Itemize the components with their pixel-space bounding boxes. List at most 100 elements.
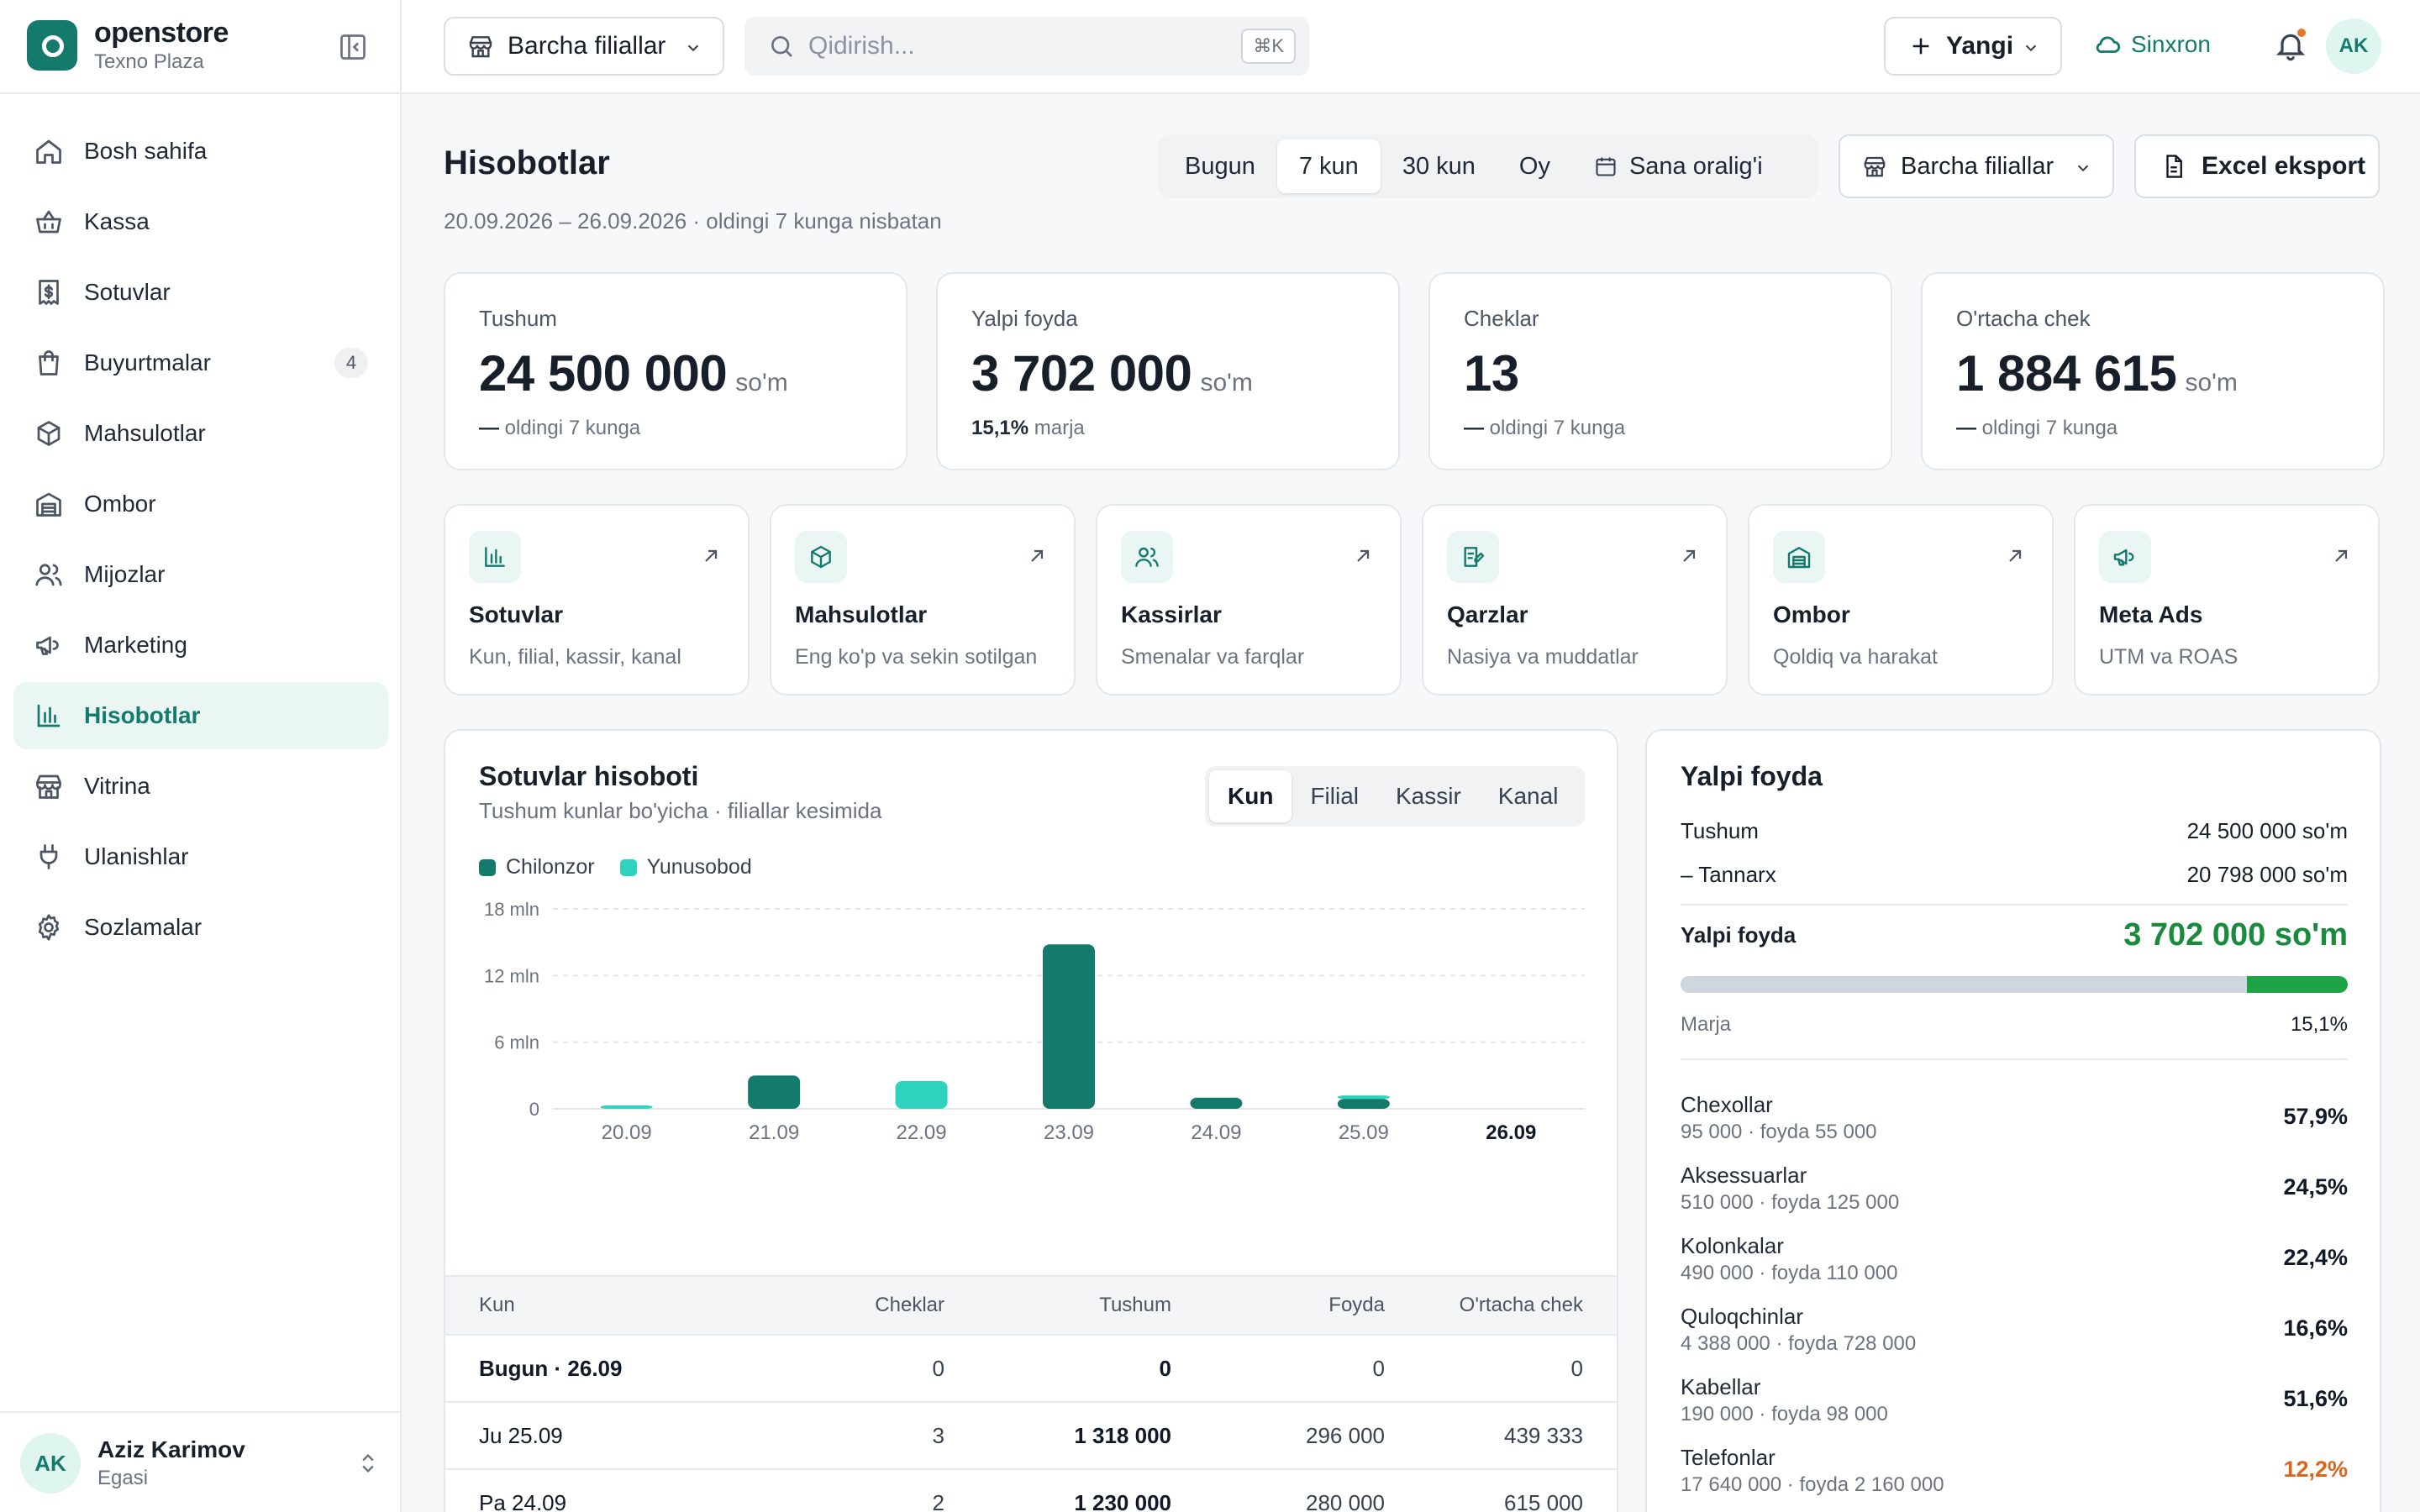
bell-icon[interactable] [2274,29,2307,62]
kpi-value: 24 500 000 [479,345,728,402]
column-header: Cheklar [875,1294,944,1316]
sidebar-item-ulanishlar[interactable]: Ulanishlar [13,823,388,890]
bar-yunusobod[interactable] [1337,1095,1390,1100]
column-header: Foyda [1328,1294,1385,1316]
divider [1681,1058,2348,1060]
sidebar-item-mahsulotlar[interactable]: Mahsulotlar [13,400,388,467]
arrow-up-right-icon [1357,549,1370,562]
table-row[interactable]: Ju 25.09 3 1 318 000 296 000 439 333 [445,1401,1617,1468]
kpi-card[interactable]: Cheklar 13 — oldingi 7 kunga [1428,272,1892,470]
bar-yunusobod[interactable] [600,1105,653,1109]
shortcut-icon-wrap [795,531,847,583]
kpi-unit: so'm [735,369,788,396]
arrow-up-right-icon [1031,549,1044,562]
sidebar-item-buyurtmalar[interactable]: Buyurtmalar 4 [13,329,388,396]
kpi-value-row: 13 [1464,344,1519,402]
tab-range-bugun[interactable]: Bugun [1185,152,1255,180]
shortcut-kassirlar[interactable]: Kassirlar Smenalar va farqlar [1096,504,1402,696]
kpi-card[interactable]: Tushum 24 500 000 so'm — oldingi 7 kunga [444,272,908,470]
user-role: Egasi [97,1467,149,1489]
page-subtitle: 20.09.2026 – 26.09.2026 · oldingi 7 kung… [444,208,942,234]
sidebar-item-label: Hisobotlar [84,702,201,728]
basket-icon [36,210,61,234]
kpi-label: Tushum [479,306,557,331]
sidebar-item-mijozlar[interactable]: Mijozlar [13,541,388,608]
user-profile[interactable]: AK Aziz Karimov Egasi [0,1411,400,1512]
bar-chilonzor[interactable] [1043,944,1095,1109]
receipt-icon [39,280,59,305]
sidebar-item-ombor[interactable]: Ombor [13,470,388,538]
sync-status[interactable]: Sinxron [2094,30,2211,59]
excel-export-button[interactable]: Excel eksport [2134,134,2380,198]
new-button[interactable]: Yangi [1884,17,2062,76]
branch-selector[interactable]: Barcha filiallar [444,17,724,76]
shortcut-desc: Qoldiq va harakat [1773,645,1938,669]
sidebar-item-kassa[interactable]: Kassa [13,188,388,255]
sidebar-item-label: Buyurtmalar [84,349,211,375]
gear-icon [38,914,60,941]
kpi-foot-text: oldingi 7 kunga [1981,417,2118,439]
tab-custom-range[interactable]: Sana oralig'i [1572,139,1785,193]
branch-filter[interactable]: Barcha filiallar [1839,134,2114,198]
ledger-icon [1464,547,1485,567]
tab-kanal[interactable]: Kanal [1497,783,1559,809]
revenue-row: Tushum 24 500 000 so'm [1681,818,2348,844]
search-input[interactable] [808,32,1228,60]
search-shortcut: ⌘K [1241,29,1296,64]
openstore-logo[interactable] [27,20,77,71]
tab-custom-range-label: Sana oralig'i [1628,152,1763,180]
group-by-tabs: Kun Filial Kassir Kanal [1205,766,1585,827]
tab-kun[interactable]: Kun [1209,770,1292,822]
category-margin: 24,5% [2283,1174,2348,1200]
tab-range-7-kun[interactable]: 7 kun [1276,139,1381,193]
category-margin: 51,6% [2283,1386,2348,1411]
table-row[interactable]: Bugun · 26.09 0 0 0 0 [445,1334,1617,1401]
sidebar-item-vitrina[interactable]: Vitrina [13,753,388,820]
excel-export-label: Excel eksport [2202,152,2366,180]
shortcut-icon-wrap [1121,531,1173,583]
table-row[interactable]: Pa 24.09 2 1 230 000 280 000 615 000 [445,1468,1617,1512]
category-name: Quloqchinlar [1681,1304,1803,1329]
shortcut-qarzlar[interactable]: Qarzlar Nasiya va muddatlar [1422,504,1728,696]
legend-swatch [479,858,496,876]
revenue-value: 24 500 000 so'm [2186,818,2348,843]
category-name: Kolonkalar [1681,1233,1784,1258]
sidebar-item-sozlamalar[interactable]: Sozlamalar [13,894,388,961]
category-row: Kabellar 190 000 · foyda 98 000 51,6% [1681,1374,2348,1443]
topbar-avatar[interactable]: AK [2326,18,2381,74]
kpi-card[interactable]: O'rtacha chek 1 884 615 so'm — oldingi 7 … [1921,272,2385,470]
tab-range-oy[interactable]: Oy [1518,152,1550,180]
topbar: Barcha filiallar ⌘K Yangi Sinxron AK [402,0,2420,94]
gross-profit-title: Yalpi foyda [1681,761,1823,791]
tab-range-30-kun[interactable]: 30 kun [1402,152,1476,180]
sidebar-item-sotuvlar[interactable]: Sotuvlar [13,259,388,326]
bar-chilonzor[interactable] [1337,1099,1390,1109]
sidebar-item-marketing[interactable]: Marketing [13,612,388,679]
sidebar-item-label: Mijozlar [84,561,166,587]
sidebar-item-bosh-sahifa[interactable]: Bosh sahifa [13,118,388,185]
sidebar-item-hisobotlar[interactable]: Hisobotlar [13,682,388,749]
search-bar[interactable]: ⌘K [744,17,1309,76]
tab-kassir[interactable]: Kassir [1396,783,1461,809]
legend-item: Chilonzor [479,855,595,879]
bar-chilonzor[interactable] [748,1075,801,1109]
kpi-value-row: 3 702 000 so'm [971,344,1253,402]
shortcut-meta-ads[interactable]: Meta Ads UTM va ROAS [2074,504,2380,696]
bar-yunusobod[interactable] [895,1080,948,1109]
shortcut-mahsulotlar[interactable]: Mahsulotlar Eng ko'p va sekin sotilgan [770,504,1076,696]
shortcut-ombor[interactable]: Ombor Qoldiq va harakat [1748,504,2054,696]
category-row: Telefonlar 17 640 000 · foyda 2 160 000 … [1681,1445,2348,1512]
tab-filial[interactable]: Filial [1310,783,1359,809]
kpi-card[interactable]: Yalpi foyda 3 702 000 so'm 15,1% marja [936,272,1400,470]
kpi-delta: 15,1% [971,417,1029,439]
bar-chilonzor[interactable] [1190,1097,1243,1109]
box-icon [37,421,60,446]
shortcut-sotuvlar[interactable]: Sotuvlar Kun, filial, kassir, kanal [444,504,750,696]
x-tick-label: 24.09 [1191,1121,1241,1144]
gross-profit-panel: Yalpi foyda Tushum 24 500 000 so'm – Tan… [1645,729,2381,1512]
page-title: Hisobotlar [444,144,610,181]
category-row: Quloqchinlar 4 388 000 · foyda 728 000 1… [1681,1304,2348,1373]
arrow-up-right-icon [1683,549,1696,562]
sidebar-collapse-icon[interactable] [338,32,368,62]
category-margin: 16,6% [2283,1315,2348,1341]
